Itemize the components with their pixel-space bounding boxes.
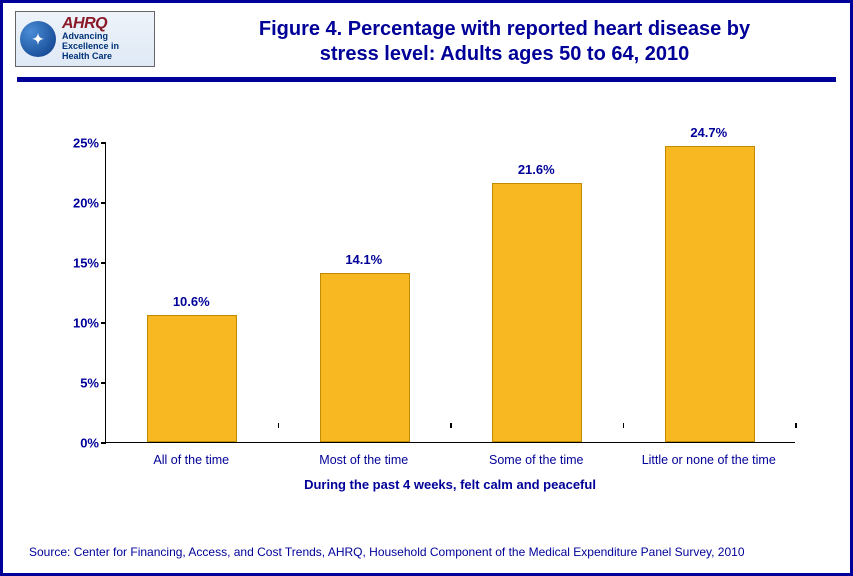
x-category-label: All of the time	[153, 453, 229, 467]
y-tick-label: 15%	[73, 256, 99, 271]
x-tick-mark	[450, 423, 452, 428]
y-tick-label: 10%	[73, 316, 99, 331]
hhs-emblem-icon: ✦	[20, 21, 56, 57]
x-category-label: Some of the time	[489, 453, 584, 467]
logo-subtext-3: Health Care	[62, 52, 119, 62]
y-tick-mark	[101, 142, 106, 144]
bar-value-label: 14.1%	[304, 252, 424, 267]
bar	[665, 146, 755, 442]
chart-title: Figure 4. Percentage with reported heart…	[175, 11, 834, 67]
y-tick-mark	[101, 322, 106, 324]
y-tick-label: 5%	[80, 376, 99, 391]
x-tick-mark	[278, 423, 280, 428]
y-tick-label: 25%	[73, 136, 99, 151]
y-tick-mark	[101, 262, 106, 264]
x-tick-mark	[795, 423, 797, 428]
ahrq-logo: ✦ AHRQ Advancing Excellence in Health Ca…	[15, 11, 155, 67]
bar-value-label: 10.6%	[131, 294, 251, 309]
chart-title-line1: Figure 4. Percentage with reported heart…	[175, 17, 834, 42]
logo-main-text: AHRQ	[62, 16, 119, 32]
chart-area: 0% 5% 10% 15% 20% 25% During the past 4 weeks…	[53, 123, 813, 513]
y-tick-label: 20%	[73, 196, 99, 211]
header-row: ✦ AHRQ Advancing Excellence in Health Ca…	[3, 3, 850, 71]
chart-title-line2: stress level: Adults ages 50 to 64, 2010	[175, 42, 834, 67]
y-tick-label: 0%	[80, 436, 99, 451]
bar	[492, 183, 582, 442]
header-divider	[17, 77, 836, 82]
x-tick-mark	[623, 423, 625, 428]
y-tick-mark	[101, 202, 106, 204]
bar	[320, 273, 410, 442]
x-category-label: Most of the time	[319, 453, 408, 467]
y-axis: 0%5%10%15%20%25%	[53, 143, 103, 443]
bar-value-label: 21.6%	[476, 162, 596, 177]
logo-text: AHRQ Advancing Excellence in Health Care	[62, 16, 119, 62]
x-axis-title: During the past 4 weeks, felt calm and p…	[105, 477, 795, 492]
bar-value-label: 24.7%	[649, 125, 769, 140]
bar	[147, 315, 237, 442]
chart-frame: ✦ AHRQ Advancing Excellence in Health Ca…	[0, 0, 853, 576]
y-tick-mark	[101, 382, 106, 384]
source-citation: Source: Center for Financing, Access, an…	[29, 545, 745, 559]
y-tick-mark	[101, 442, 106, 444]
x-category-label: Little or none of the time	[642, 453, 776, 467]
